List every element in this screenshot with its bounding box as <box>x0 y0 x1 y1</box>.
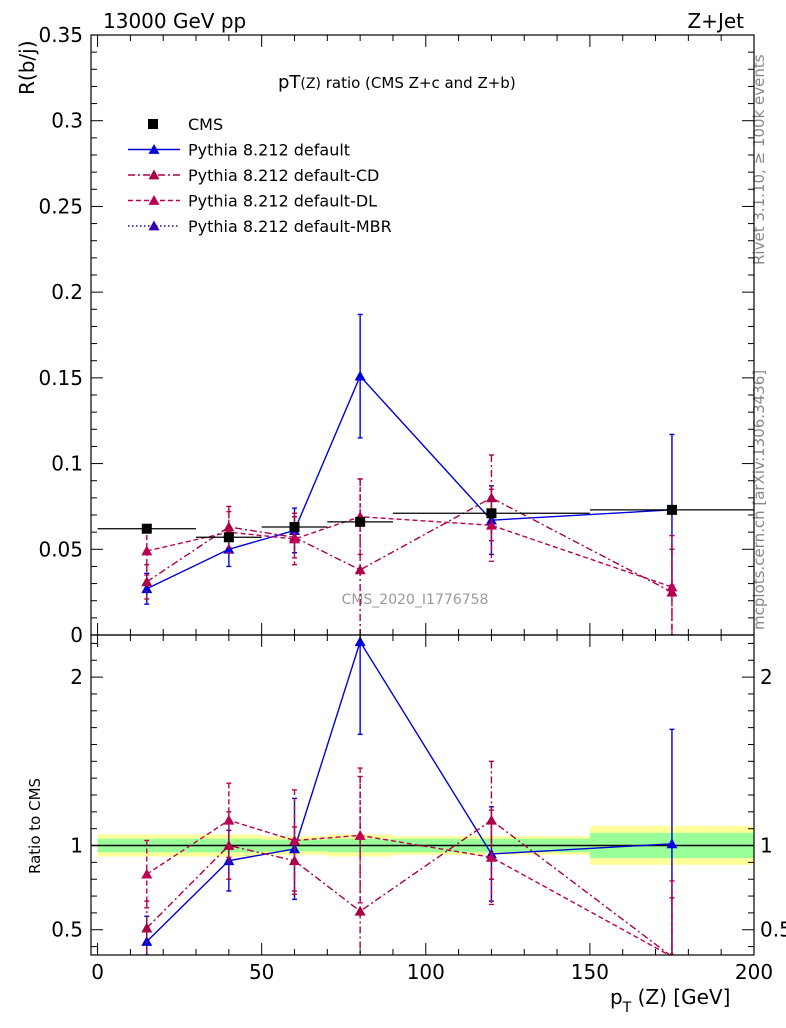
ratio-series-1-point-3 <box>354 636 366 647</box>
main-series-2-point-3 <box>354 564 366 575</box>
main-series-2-point-1 <box>223 521 235 532</box>
main-series-1-line <box>146 374 672 590</box>
ratio-series-3-line <box>146 819 671 955</box>
main-series-1-point-3 <box>354 370 366 381</box>
ratio-series-2-point-0 <box>141 922 153 933</box>
legend-marker-2 <box>148 169 160 180</box>
legend: CMS Pythia 8.212 default Pythia 8.212 defa… <box>128 115 392 236</box>
main-series-3-point-0 <box>141 545 153 556</box>
legend-label-0: CMS <box>188 115 223 134</box>
main-y-tick-label-4: 0.2 <box>51 280 83 304</box>
ratio-series-1-point-0 <box>141 936 153 946</box>
x-axis-label-sub: T <box>622 1000 632 1016</box>
main-series-3-line <box>146 516 673 588</box>
ratio-series-2-point-3 <box>354 905 366 916</box>
legend-marker-0 <box>148 119 158 129</box>
legend-label-1: Pythia 8.212 default <box>188 141 350 160</box>
main-series-2-line <box>146 497 673 593</box>
legend-marker-1 <box>148 144 160 154</box>
main-y-tick-label-0: 0 <box>70 623 83 647</box>
axes-group: 0 50 100 150 200 0 0.05 0.1 0.15 0.2 0.25 0.3 0.35 0.… <box>38 23 786 984</box>
main-title-sub: (Z) <box>300 76 321 92</box>
main-y-tick-label-3: 0.15 <box>38 366 83 390</box>
x-axis-label-rest: (Z) [GeV] <box>631 985 730 1009</box>
legend-label-4: Pythia 8.212 default-MBR <box>188 217 392 236</box>
ratio-y-tick-label-left-0: 0.5 <box>51 918 83 942</box>
x-tick-label-50: 50 <box>249 960 274 984</box>
ratio-y-tick-label-right-1: 1 <box>760 834 773 858</box>
main-y-tick-label-7: 0.35 <box>38 23 83 47</box>
legend-label-2: Pythia 8.212 default-CD <box>188 166 379 185</box>
header-energy-label: 13000 GeV pp <box>103 9 246 33</box>
ratio-series-group <box>141 635 678 955</box>
main-series-3-point-5 <box>666 581 678 592</box>
main-title: pT(Z) ratio (CMS Z+c and Z+b) <box>278 72 516 93</box>
rivet-version-label: Rivet 3.1.10, ≥ 100k events <box>750 54 768 265</box>
legend-marker-3 <box>148 195 160 205</box>
ratio-y-tick-label-right-2: 2 <box>760 665 773 689</box>
main-series-group <box>97 313 754 635</box>
main-series-data-point-5 <box>666 504 677 515</box>
mcplots-reference-label: mcplots.cern.ch [arXiv:1306.3436] <box>750 370 768 630</box>
main-series-3-point-4 <box>485 519 497 530</box>
ratio-series-3-point-2 <box>288 834 300 845</box>
x-tick-label-150: 150 <box>571 960 609 984</box>
ratio-frame <box>90 634 755 956</box>
ratio-series-3-point-0 <box>141 868 153 879</box>
ratio-series-2-line <box>146 819 671 955</box>
ratio-series-1-line <box>146 640 672 943</box>
legend-marker-4 <box>148 220 160 231</box>
x-tick-label-100: 100 <box>407 960 445 984</box>
ratio-y-tick-label-left-2: 2 <box>70 665 83 689</box>
ratio-series-3-point-1 <box>223 814 235 825</box>
ratio-series-3-point-3 <box>354 829 366 840</box>
x-axis-label: pT (Z) [GeV] <box>610 985 730 1016</box>
x-tick-label-200: 200 <box>735 960 773 984</box>
main-series-3-point-2 <box>288 533 300 544</box>
main-series-2-point-0 <box>141 576 153 587</box>
ratio-y-tick-label-left-1: 1 <box>70 834 83 858</box>
header-process-label: Z+Jet <box>687 9 744 33</box>
main-series-data-point-2 <box>289 522 300 532</box>
ratio-series-1-point-5 <box>666 838 678 849</box>
main-series-1-point-1 <box>223 543 235 554</box>
main-title-rest: ratio (CMS Z+c and Z+b) <box>321 74 516 92</box>
main-series-data-point-3 <box>355 516 366 527</box>
ratio-y-tick-label-right-0: 0.5 <box>760 918 786 942</box>
main-y-axis-label: R(b/j) <box>15 41 39 96</box>
main-series-1-point-0 <box>141 583 153 594</box>
main-series-data-point-4 <box>486 508 497 519</box>
main-y-tick-label-2: 0.1 <box>51 452 83 476</box>
main-y-tick-label-5: 0.25 <box>38 194 83 218</box>
main-y-tick-label-6: 0.3 <box>51 109 83 133</box>
x-tick-label-0: 0 <box>91 960 104 984</box>
ratio-series-3-point-4 <box>485 851 497 862</box>
main-series-data-point-1 <box>223 532 234 543</box>
x-axis-label-main: p <box>610 985 623 1009</box>
analysis-watermark: CMS_2020_I1776758 <box>342 592 489 608</box>
legend-label-3: Pythia 8.212 default-DL <box>188 192 377 211</box>
main-series-data-point-0 <box>141 523 152 534</box>
ratio-series-3-point-5 <box>669 951 675 955</box>
main-title-main: pT <box>278 72 301 93</box>
main-y-tick-label-1: 0.05 <box>38 537 83 561</box>
ratio-series-2-point-1 <box>223 840 235 850</box>
ratio-y-axis-label: Ratio to CMS <box>26 778 44 874</box>
ratio-series-2-point-2 <box>288 855 300 866</box>
